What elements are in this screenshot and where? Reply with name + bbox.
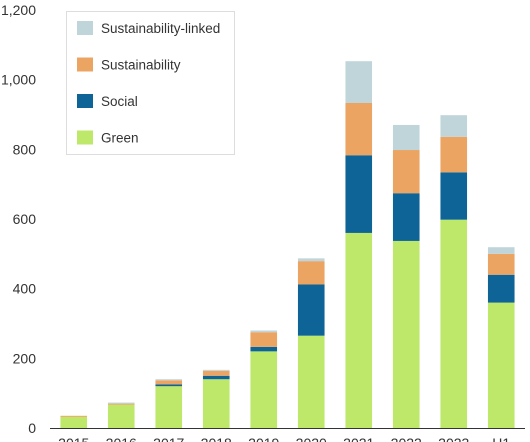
- legend-label: Green: [101, 131, 139, 146]
- bar-segment-green: [297, 335, 325, 428]
- bar-segment-green: [487, 302, 515, 428]
- bar-segment-sustainability-linked: [392, 124, 420, 151]
- bar-segment-sustainability: [107, 403, 135, 405]
- bar-segment-green: [202, 379, 230, 428]
- x-tick-label: 2017: [153, 435, 184, 442]
- bar-segment-green: [345, 232, 373, 428]
- legend-label: Sustainability-linked: [101, 21, 220, 36]
- legend-label: Social: [101, 94, 138, 109]
- bar-segment-social: [297, 284, 325, 336]
- bar-segment-social: [440, 172, 468, 220]
- bar-segment-sustainability: [250, 332, 278, 347]
- legend-box: [66, 11, 235, 155]
- x-tick-label: H1: [492, 435, 510, 442]
- bar-segment-social: [345, 155, 373, 233]
- legend-swatch: [77, 21, 93, 35]
- y-axis: 0 200 400 600 800 1,000 1,200: [1, 2, 36, 436]
- x-tick-label: 2015: [58, 435, 89, 442]
- legend-swatch: [77, 57, 93, 72]
- x-tick-label: 2016: [106, 435, 137, 442]
- bar-segment-sustainability: [155, 380, 183, 385]
- x-axis: 2015 2016 2017 2018 2019 2020 2021 2022 2023 H1: [50, 428, 525, 442]
- x-tick-label: 2023: [438, 435, 469, 442]
- bar-segment-social: [250, 346, 278, 352]
- legend-swatch: [77, 130, 93, 145]
- bar-segment-sustainability-linked: [440, 115, 468, 137]
- bar-segment-social: [202, 375, 230, 380]
- y-tick-label: 0: [28, 420, 36, 436]
- bar-segment-sustainability-linked: [487, 247, 515, 254]
- legend-swatch: [77, 94, 93, 108]
- bar-segment-social: [392, 193, 420, 241]
- y-tick-label: 200: [13, 350, 37, 366]
- bar-segment-sustainability-linked: [297, 258, 325, 262]
- x-tick-label: 2020: [296, 435, 327, 442]
- bar-segment-sustainability-linked: [202, 369, 230, 371]
- bar-segment-sustainability: [297, 261, 325, 285]
- bar-segment-social: [487, 274, 515, 303]
- bar-segment-sustainability-linked: [107, 402, 135, 404]
- y-tick-label: 800: [13, 141, 37, 157]
- y-tick-label: 1,000: [1, 72, 36, 88]
- bar-segment-social: [155, 384, 183, 387]
- y-tick-label: 600: [13, 211, 37, 227]
- bar-segment-sustainability: [60, 415, 88, 417]
- legend: Sustainability-linked Sustainability Socia…: [66, 11, 235, 155]
- x-tick-label: 2021: [343, 435, 374, 442]
- bar-segment-sustainability-linked: [250, 330, 278, 333]
- y-tick-label: 400: [13, 281, 37, 297]
- bar-segment-green: [250, 351, 278, 428]
- bar-segment-sustainability: [392, 150, 420, 194]
- bar-segment-green: [155, 386, 183, 428]
- bars: [60, 61, 515, 428]
- bar-segment-green: [392, 240, 420, 428]
- legend-label: Sustainability: [101, 58, 181, 73]
- bar-segment-sustainability: [440, 136, 468, 173]
- bar-segment-sustainability: [202, 370, 230, 376]
- bar-segment-sustainability: [345, 103, 373, 156]
- bar-segment-green: [440, 219, 468, 428]
- x-tick-label: 2019: [248, 435, 279, 442]
- bar-segment-sustainability-linked: [345, 61, 373, 104]
- bar-segment-green: [107, 404, 135, 428]
- y-tick-label: 1,200: [1, 2, 36, 18]
- bar-segment-green: [60, 416, 88, 428]
- bar-segment-sustainability: [487, 253, 515, 275]
- x-tick-label: 2022: [391, 435, 422, 442]
- x-tick-label: 2018: [201, 435, 232, 442]
- bar-segment-sustainability-linked: [155, 379, 183, 381]
